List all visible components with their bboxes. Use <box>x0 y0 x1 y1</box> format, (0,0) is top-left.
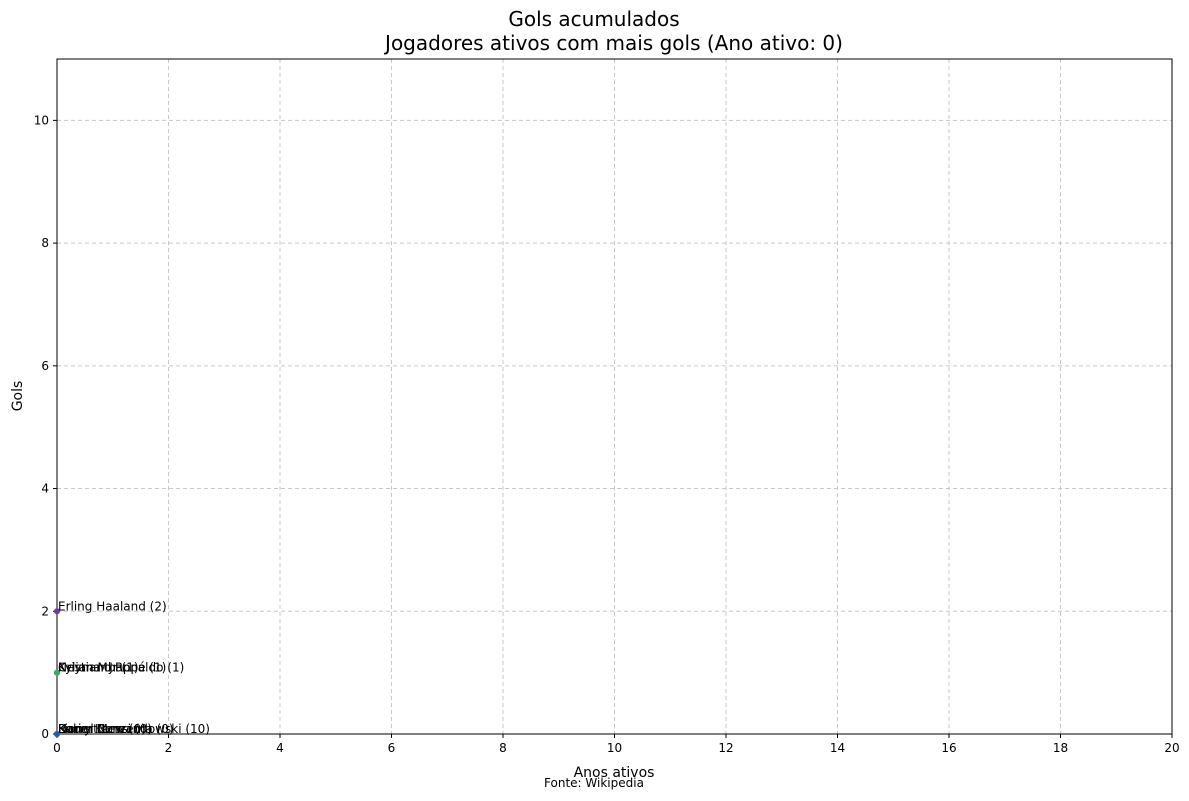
y-tick-label: 8 <box>41 236 49 250</box>
x-tick-label: 12 <box>718 741 733 755</box>
x-axis-label: Anos ativos <box>574 765 655 781</box>
series-end-label: Karim Benzema (0) <box>58 722 174 736</box>
x-tick-label: 16 <box>941 741 956 755</box>
x-tick-label: 4 <box>276 741 284 755</box>
series-robert-lewandowski: Robert Lewandowski (10) <box>54 722 210 737</box>
x-ticks: 0 2 4 6 8 10 12 14 16 18 20 <box>53 734 1180 755</box>
chart-title: Gols acumulados <box>508 7 679 31</box>
y-axis-label: Gols <box>10 381 26 412</box>
series-end-label: Lionel Messi (0) <box>58 722 152 736</box>
x-tick-label: 2 <box>165 741 173 755</box>
x-tick-label: 8 <box>499 741 507 755</box>
x-tick-label: 6 <box>388 741 396 755</box>
series-end-label: Cristiano Ronaldo (1) <box>58 661 184 675</box>
series-end-label: Kylian Mbappé (1) <box>58 661 166 675</box>
source-note: Fonte: Wikipedia <box>544 776 644 790</box>
series-neymar: Neymar Jr (1) <box>54 661 139 676</box>
data-point <box>54 669 60 676</box>
x-tick-label: 20 <box>1164 741 1179 755</box>
series-erling-haaland: Erling Haaland (2) <box>54 599 167 615</box>
y-tick-label: 2 <box>41 604 49 618</box>
x-tick-label: 14 <box>830 741 845 755</box>
y-tick-label: 0 <box>41 727 49 741</box>
grid-lines <box>57 59 1172 734</box>
data-point <box>54 608 60 615</box>
series-end-label: Neymar Jr (1) <box>58 661 139 675</box>
y-tick-label: 10 <box>34 113 49 127</box>
x-tick-label: 18 <box>1053 741 1068 755</box>
data-point <box>54 731 60 737</box>
series-group: Erling Haaland (2) Kylian Mbappé (1)Crist… <box>54 599 210 737</box>
y-tick-label: 6 <box>41 359 49 373</box>
series-end-label: Robert Lewandowski (10) <box>58 722 210 736</box>
y-ticks: 0 2 4 6 8 10 <box>34 113 57 741</box>
chart-subtitle: Jogadores ativos com mais gols (Ano ativ… <box>383 31 843 55</box>
series-end-label: Harry Kane (0) <box>58 722 146 736</box>
x-tick-label: 10 <box>607 741 622 755</box>
series-end-label: Erling Haaland (2) <box>58 599 167 613</box>
x-tick-label: 0 <box>53 741 61 755</box>
y-tick-label: 4 <box>41 482 49 496</box>
